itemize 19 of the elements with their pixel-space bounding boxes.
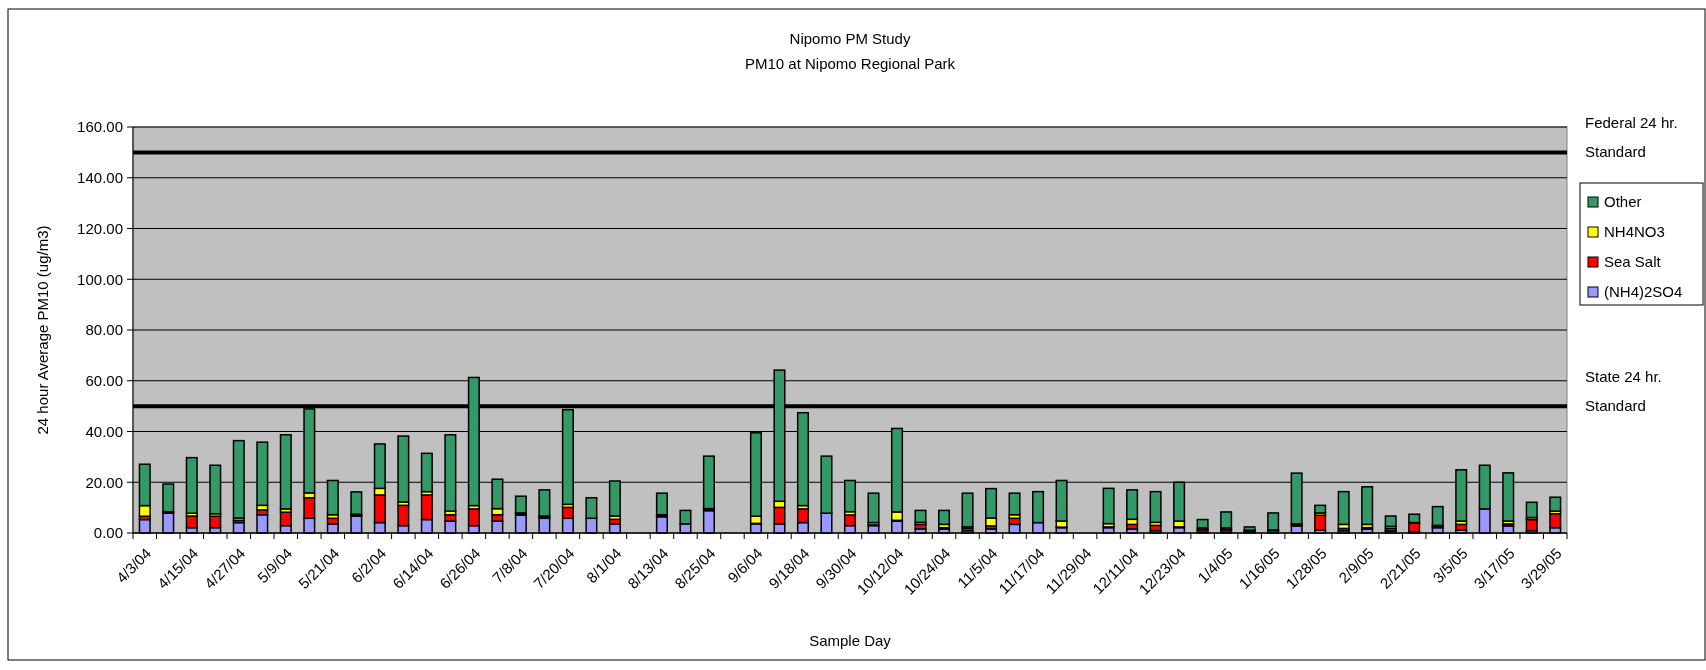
y-tick-label: 20.00	[85, 473, 123, 491]
y-tick-label: 160.00	[77, 118, 123, 136]
ref-line-label: Federal 24 hr. Standard	[1585, 114, 1678, 161]
y-tick-label: 100.00	[77, 270, 123, 288]
x-axis-title: Sample Day	[809, 632, 892, 649]
chart-title: Nipomo PM Study	[789, 30, 911, 47]
legend-label: (NH4)2SO4	[1604, 283, 1683, 301]
legend-label: Sea Salt	[1604, 253, 1662, 271]
chart-subtitle: PM10 at Nipomo Regional Park	[744, 55, 956, 72]
y-tick-label: 140.00	[77, 169, 123, 186]
y-tick-label: 80.00	[85, 321, 123, 339]
legend-label: NH4NO3	[1604, 223, 1665, 241]
y-tick-label: 120.00	[77, 219, 123, 237]
y-tick-label: 40.00	[85, 422, 123, 440]
legend-label: Other	[1604, 193, 1642, 211]
y-axis-title: 24 hour Average PM10 (ug/m3)	[34, 225, 51, 435]
y-tick-label: 0.00	[93, 524, 123, 542]
ref-line-label: State 24 hr. Standard	[1585, 368, 1662, 415]
y-tick-label: 60.00	[85, 372, 123, 389]
